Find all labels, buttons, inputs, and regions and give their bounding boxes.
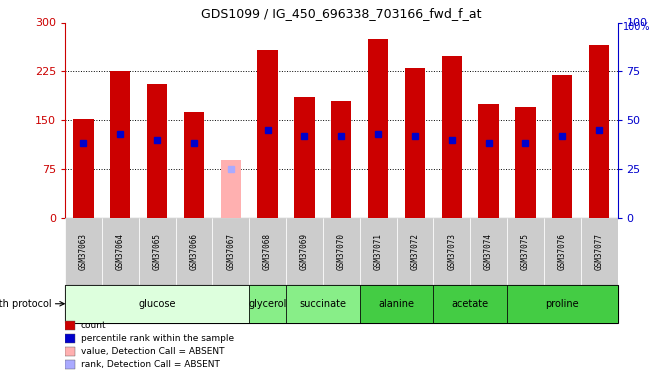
Text: GSM37067: GSM37067 bbox=[226, 233, 235, 270]
Text: GSM37068: GSM37068 bbox=[263, 233, 272, 270]
Bar bbox=[507, 217, 544, 285]
Bar bbox=[65, 334, 75, 343]
Text: GSM37071: GSM37071 bbox=[374, 233, 383, 270]
Bar bbox=[147, 84, 167, 218]
Bar bbox=[138, 217, 176, 285]
Bar bbox=[65, 285, 249, 322]
Bar bbox=[213, 217, 249, 285]
Bar bbox=[434, 285, 507, 322]
Bar bbox=[220, 160, 241, 218]
Text: GSM37063: GSM37063 bbox=[79, 233, 88, 270]
Bar bbox=[405, 68, 425, 218]
Bar bbox=[441, 56, 462, 217]
Bar bbox=[176, 217, 213, 285]
Bar bbox=[434, 217, 470, 285]
Bar bbox=[323, 217, 359, 285]
Bar bbox=[102, 217, 138, 285]
Text: succinate: succinate bbox=[300, 299, 346, 309]
Title: GDS1099 / IG_450_696338_703166_fwd_f_at: GDS1099 / IG_450_696338_703166_fwd_f_at bbox=[201, 7, 482, 20]
Bar bbox=[286, 217, 323, 285]
Bar bbox=[331, 100, 352, 218]
Bar bbox=[589, 45, 609, 218]
Text: glucose: glucose bbox=[138, 299, 176, 309]
Bar bbox=[249, 285, 286, 322]
Text: percentile rank within the sample: percentile rank within the sample bbox=[81, 334, 234, 343]
Bar bbox=[470, 217, 507, 285]
Bar bbox=[359, 285, 434, 322]
Text: growth protocol: growth protocol bbox=[0, 299, 52, 309]
Text: GSM37073: GSM37073 bbox=[447, 233, 456, 270]
Bar bbox=[73, 119, 94, 218]
Text: GSM37069: GSM37069 bbox=[300, 233, 309, 270]
Bar bbox=[580, 217, 618, 285]
Text: count: count bbox=[81, 321, 106, 330]
Bar bbox=[286, 285, 359, 322]
Bar bbox=[257, 50, 278, 217]
Bar bbox=[544, 217, 580, 285]
Bar bbox=[65, 360, 75, 369]
Text: 100%: 100% bbox=[623, 22, 650, 33]
Text: GSM37074: GSM37074 bbox=[484, 233, 493, 270]
Text: GSM37075: GSM37075 bbox=[521, 233, 530, 270]
Text: GSM37066: GSM37066 bbox=[189, 233, 198, 270]
Bar bbox=[65, 217, 102, 285]
Bar bbox=[249, 217, 286, 285]
Bar bbox=[359, 217, 396, 285]
Bar bbox=[368, 39, 388, 218]
Text: value, Detection Call = ABSENT: value, Detection Call = ABSENT bbox=[81, 347, 224, 356]
Text: GSM37077: GSM37077 bbox=[595, 233, 604, 270]
Text: GSM37072: GSM37072 bbox=[410, 233, 419, 270]
Bar bbox=[515, 107, 536, 218]
Text: alanine: alanine bbox=[378, 299, 415, 309]
Bar bbox=[184, 111, 204, 218]
Text: GSM37064: GSM37064 bbox=[116, 233, 125, 270]
Text: GSM37065: GSM37065 bbox=[153, 233, 162, 270]
Bar bbox=[65, 347, 75, 356]
Bar bbox=[294, 97, 315, 218]
Text: GSM37076: GSM37076 bbox=[558, 233, 567, 270]
Bar bbox=[478, 104, 499, 218]
Text: proline: proline bbox=[545, 299, 579, 309]
Bar bbox=[507, 285, 618, 322]
Bar bbox=[110, 71, 131, 217]
Bar bbox=[552, 75, 573, 217]
Bar bbox=[65, 321, 75, 330]
Text: rank, Detection Call = ABSENT: rank, Detection Call = ABSENT bbox=[81, 360, 220, 369]
Text: glycerol: glycerol bbox=[248, 299, 287, 309]
Bar bbox=[396, 217, 434, 285]
Text: acetate: acetate bbox=[452, 299, 489, 309]
Text: GSM37070: GSM37070 bbox=[337, 233, 346, 270]
